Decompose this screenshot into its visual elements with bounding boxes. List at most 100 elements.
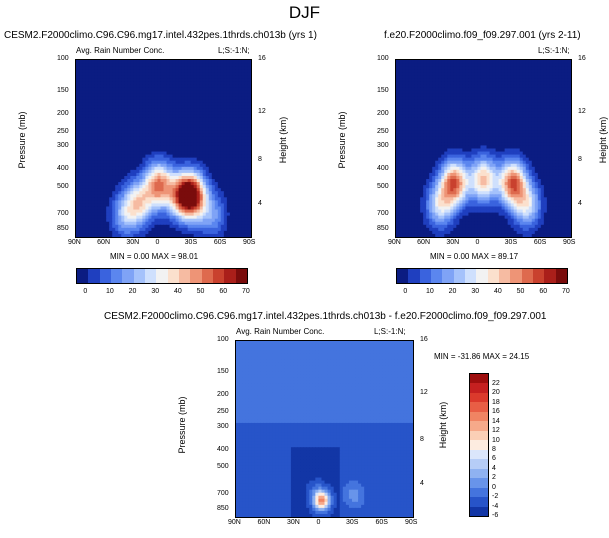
heatmap-cell bbox=[417, 127, 421, 131]
heatmap-cell bbox=[223, 209, 228, 214]
heatmap-cell bbox=[112, 63, 116, 67]
heatmap-cell bbox=[486, 114, 491, 119]
heatmap-cell bbox=[426, 117, 430, 122]
heatmap-cell bbox=[181, 136, 186, 140]
heatmap-cell bbox=[193, 136, 198, 140]
heatmap-cell bbox=[94, 148, 98, 153]
heatmap-cell bbox=[184, 230, 189, 235]
heatmap-cell bbox=[214, 108, 219, 113]
heatmap-cell bbox=[115, 182, 119, 186]
heatmap-cell bbox=[450, 84, 454, 88]
heatmap-cell bbox=[507, 114, 512, 119]
heatmap-cell bbox=[555, 124, 560, 128]
heatmap-cell bbox=[130, 166, 134, 171]
heatmap-cell bbox=[214, 81, 219, 85]
heatmap-cell bbox=[175, 163, 180, 168]
heatmap-cell bbox=[435, 96, 439, 101]
heatmap-cell bbox=[220, 99, 225, 104]
heatmap-cell bbox=[175, 139, 180, 143]
heatmap-cell bbox=[76, 127, 80, 131]
heatmap-cell bbox=[145, 84, 149, 88]
heatmap-cell bbox=[130, 63, 134, 67]
heatmap-cell bbox=[220, 212, 225, 217]
heatmap-cell bbox=[106, 127, 110, 131]
heatmap-cell bbox=[208, 157, 213, 162]
heatmap-cell bbox=[531, 66, 536, 70]
heatmap-cell bbox=[124, 87, 128, 92]
heatmap-cell bbox=[160, 163, 164, 168]
heatmap-cell bbox=[438, 136, 442, 140]
heatmap-cell bbox=[531, 114, 536, 119]
heatmap-cell bbox=[103, 142, 107, 146]
heatmap-cell bbox=[214, 102, 219, 107]
heatmap-cell bbox=[79, 203, 83, 207]
heatmap-cell bbox=[459, 87, 463, 92]
heatmap-cell bbox=[504, 81, 509, 85]
heatmap-cell bbox=[121, 179, 125, 183]
heatmap-cell bbox=[211, 124, 216, 128]
x-tick-label: 90N bbox=[68, 239, 81, 246]
heatmap-cell bbox=[196, 78, 201, 82]
heatmap-cell bbox=[241, 117, 246, 122]
heatmap-cell bbox=[220, 102, 225, 107]
heatmap-cell bbox=[543, 139, 548, 143]
heatmap-cell bbox=[142, 227, 146, 232]
heatmap-cell bbox=[241, 185, 246, 189]
heatmap-cell bbox=[247, 209, 251, 214]
heatmap-cell bbox=[450, 78, 454, 82]
heatmap-cell bbox=[82, 227, 86, 232]
heatmap-cell bbox=[181, 154, 186, 159]
heatmap-cell bbox=[151, 227, 155, 232]
heatmap-cell bbox=[441, 63, 445, 67]
heatmap-cell bbox=[130, 81, 134, 85]
heatmap-cell bbox=[226, 142, 231, 146]
heatmap-cell bbox=[405, 102, 409, 107]
heatmap-cell bbox=[139, 209, 143, 214]
heatmap-cell bbox=[148, 87, 152, 92]
heatmap-cell bbox=[540, 127, 545, 131]
heatmap-cell bbox=[513, 72, 518, 76]
heatmap-cell bbox=[549, 63, 554, 67]
heatmap-cell bbox=[133, 72, 137, 76]
heatmap-cell bbox=[130, 93, 134, 98]
heatmap-cell bbox=[205, 124, 210, 128]
heatmap-cell bbox=[232, 221, 237, 226]
heatmap-cell bbox=[181, 200, 186, 204]
heatmap-cell bbox=[423, 96, 427, 101]
heatmap-cell bbox=[178, 224, 183, 229]
heatmap-cell bbox=[214, 87, 219, 92]
heatmap-cell bbox=[85, 105, 89, 110]
heatmap-cell bbox=[459, 78, 463, 82]
heatmap-cell bbox=[148, 142, 152, 146]
heatmap-cell bbox=[151, 105, 155, 110]
heatmap-cell bbox=[555, 108, 560, 113]
heatmap-cell bbox=[220, 154, 225, 159]
heatmap-cell bbox=[223, 224, 228, 229]
heatmap-cell bbox=[417, 78, 421, 82]
heatmap-cell bbox=[184, 121, 189, 125]
heatmap-cell bbox=[211, 121, 216, 125]
heatmap-cell bbox=[166, 218, 171, 223]
heatmap-cell bbox=[483, 139, 488, 143]
heatmap-cell bbox=[103, 200, 107, 204]
heatmap-cell bbox=[537, 69, 542, 73]
heatmap-cell bbox=[504, 78, 509, 82]
heatmap-cell bbox=[172, 206, 177, 211]
heatmap-cell bbox=[238, 84, 243, 88]
heatmap-cell bbox=[136, 111, 140, 116]
heatmap-cell bbox=[432, 127, 436, 131]
heatmap-cell bbox=[208, 136, 213, 140]
heatmap-cell bbox=[121, 221, 125, 226]
heatmap-cell bbox=[444, 99, 448, 104]
heatmap-cell bbox=[178, 230, 183, 235]
heatmap-cell bbox=[127, 142, 131, 146]
heatmap-cell bbox=[112, 191, 116, 195]
heatmap-cell bbox=[127, 99, 131, 104]
heatmap-cell bbox=[567, 60, 571, 64]
heatmap-cell bbox=[157, 154, 161, 159]
heatmap-cell bbox=[109, 163, 113, 168]
heatmap-cell bbox=[112, 93, 116, 98]
heatmap-cell bbox=[450, 99, 454, 104]
heatmap-cell bbox=[109, 194, 113, 198]
heatmap-cell bbox=[196, 209, 201, 214]
